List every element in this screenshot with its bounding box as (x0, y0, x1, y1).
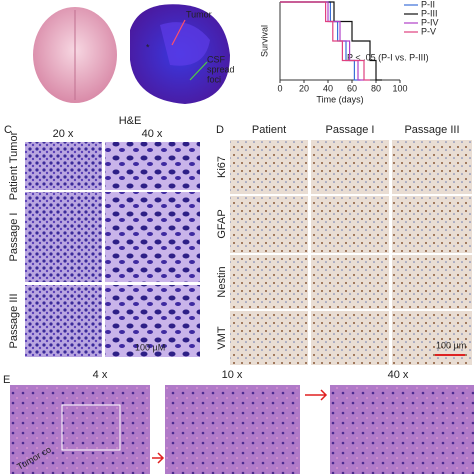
survival-curve (280, 1, 370, 81)
legend-label: P-III (421, 8, 438, 18)
legend-label: P-II (421, 0, 435, 9)
scale-label: 100 µM (135, 342, 165, 352)
panel-c-images (25, 142, 200, 357)
legend-label: P-IV (421, 17, 439, 27)
row-label: Passage III (8, 293, 20, 348)
panel-label: D (216, 124, 224, 136)
tumor-label: Tumor (186, 9, 212, 19)
x-tick-label: 20 (299, 83, 309, 93)
annotation: P < .05 (P-I vs. P-III) (347, 52, 429, 62)
panel-d-images (230, 140, 472, 365)
panel-label: C (4, 124, 12, 136)
column-label: Passage III (404, 124, 459, 136)
panel-label: E (3, 374, 10, 386)
y-axis-label: Survival (259, 25, 269, 57)
x-tick-label: 0 (277, 83, 282, 93)
column-label: Passage I (326, 124, 375, 136)
column-label: Patient (252, 124, 286, 136)
column-label: 4 x (93, 369, 108, 381)
x-tick-label: 40 (323, 83, 333, 93)
row-label: VMT (216, 326, 228, 350)
csf-label: CSF (207, 54, 226, 64)
top-images (0, 0, 245, 110)
panel-title: H&E (119, 115, 142, 127)
row-label: Passage I (8, 213, 20, 262)
survival-curve (280, 1, 382, 81)
x-tick-label: 80 (371, 83, 381, 93)
column-label: 40 x (142, 128, 163, 140)
column-label: 20 x (53, 128, 74, 140)
star: * (146, 42, 150, 52)
row-label: Nestin (216, 266, 228, 297)
x-tick-label: 100 (392, 83, 407, 93)
x-axis-label: Time (days) (316, 94, 363, 104)
row-label: Ki67 (216, 156, 228, 178)
csf-label: spread (207, 64, 235, 74)
legend-label: P-V (421, 26, 436, 36)
column-label: 10 x (222, 369, 243, 381)
row-label: GFAP (216, 209, 228, 238)
panel-e-images (10, 385, 474, 474)
scale-label: 100 µm (436, 340, 466, 350)
row-label: Patient Tumor (8, 131, 20, 200)
csf-label: foci (207, 74, 221, 84)
x-tick-label: 60 (347, 83, 357, 93)
survival-curve (280, 1, 364, 81)
column-label: 40 x (388, 369, 409, 381)
